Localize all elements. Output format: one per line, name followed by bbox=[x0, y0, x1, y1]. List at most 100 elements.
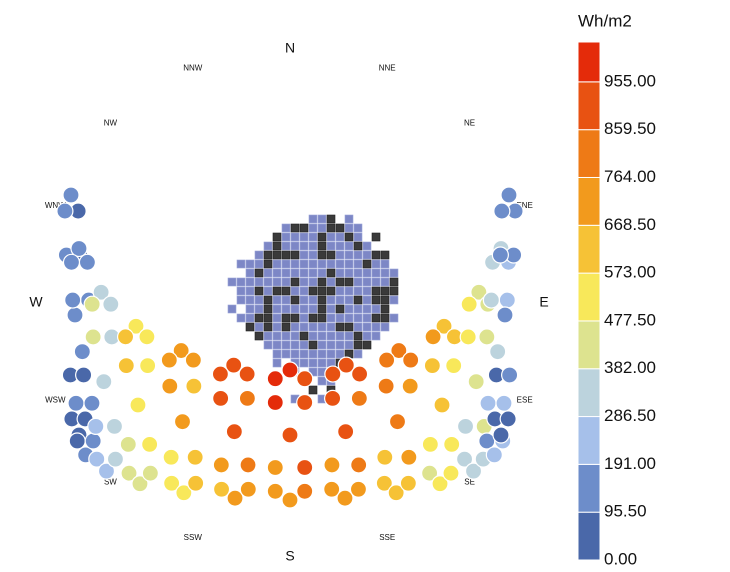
sun-point bbox=[68, 432, 86, 450]
cloud-cell bbox=[299, 295, 309, 305]
cloud-cell bbox=[299, 223, 309, 233]
legend-band bbox=[577, 81, 601, 131]
cloud-cell bbox=[263, 286, 273, 296]
cloud-cell bbox=[254, 295, 264, 305]
sun-point bbox=[501, 366, 519, 384]
cloud-cell bbox=[272, 331, 282, 341]
cloud-cell bbox=[308, 277, 318, 287]
sun-point bbox=[87, 417, 105, 435]
sun-point bbox=[185, 377, 203, 395]
sun-point bbox=[62, 253, 81, 271]
cloud-cell bbox=[236, 259, 246, 269]
cloud-cell bbox=[308, 268, 318, 278]
cloud-cell bbox=[299, 349, 309, 359]
sun-point bbox=[102, 295, 120, 313]
cloud-cell bbox=[353, 286, 363, 296]
sun-point bbox=[95, 373, 113, 391]
cloud-cell bbox=[254, 322, 264, 332]
cloud-cell bbox=[362, 322, 372, 332]
cloud-cell bbox=[263, 295, 273, 305]
cloud-cell bbox=[308, 232, 318, 242]
sun-point bbox=[162, 448, 180, 466]
sun-point bbox=[238, 389, 256, 408]
cloud-cell bbox=[263, 322, 273, 332]
legend-tick-label: 191.00 bbox=[604, 454, 656, 473]
sun-point bbox=[129, 396, 147, 414]
cloud-cell bbox=[317, 277, 327, 287]
sun-point bbox=[433, 396, 451, 414]
sun-point bbox=[467, 373, 485, 391]
cloud-cell bbox=[281, 331, 291, 341]
sun-point bbox=[423, 357, 441, 375]
cloud-cell bbox=[263, 331, 273, 341]
cloud-cell bbox=[272, 286, 282, 296]
compass-label: S bbox=[285, 548, 294, 564]
cloud-cell bbox=[344, 277, 354, 287]
cloud-cell bbox=[272, 349, 282, 359]
compass-label: ESE bbox=[517, 395, 533, 404]
legend-tick-label: 955.00 bbox=[604, 71, 656, 90]
sun-point bbox=[470, 283, 488, 301]
sun-point bbox=[375, 474, 393, 492]
sun-point bbox=[120, 464, 138, 482]
sun-point bbox=[378, 351, 396, 369]
legend-band bbox=[577, 176, 601, 226]
cloud-cell bbox=[245, 304, 255, 314]
cloud-cell bbox=[353, 277, 363, 287]
cloud-cell bbox=[335, 241, 345, 251]
cloud-cell bbox=[380, 259, 390, 269]
sun-point bbox=[492, 426, 510, 444]
cloud-cell bbox=[317, 286, 327, 296]
cloud-cell bbox=[263, 304, 273, 314]
sun-point bbox=[83, 295, 101, 313]
cloud-cell bbox=[389, 268, 399, 278]
cloud-cell bbox=[362, 286, 372, 296]
cloud-cell bbox=[254, 331, 264, 341]
sun-point bbox=[186, 448, 204, 466]
cloud-cell bbox=[299, 313, 309, 323]
sun-point bbox=[116, 328, 135, 346]
cloud-cell bbox=[335, 259, 345, 269]
cloud-cell bbox=[362, 268, 372, 278]
cloud-cell bbox=[299, 304, 309, 314]
sun-point bbox=[482, 291, 500, 309]
cloud-cell bbox=[281, 223, 291, 233]
cloud-cell bbox=[299, 277, 309, 287]
cloud-cell bbox=[371, 268, 381, 278]
compass-label: WNW bbox=[45, 201, 66, 210]
sun-point bbox=[64, 291, 82, 309]
sun-point bbox=[350, 456, 368, 474]
cloud-cell bbox=[290, 241, 300, 251]
sun-point bbox=[489, 343, 507, 361]
cloud-cell bbox=[380, 304, 390, 314]
cloud-cell bbox=[308, 259, 318, 269]
sun-point bbox=[187, 474, 205, 492]
sun-point bbox=[445, 357, 463, 375]
sun-point bbox=[485, 446, 503, 464]
cloud-cell bbox=[335, 349, 345, 359]
cloud-cell bbox=[326, 295, 336, 305]
sun-point bbox=[161, 377, 179, 395]
compass-label: NW bbox=[104, 119, 118, 128]
compass-label: NNW bbox=[183, 63, 203, 72]
cloud-cell bbox=[299, 331, 309, 341]
cloud-cell bbox=[317, 313, 327, 323]
sun-point bbox=[296, 393, 314, 412]
sun-point bbox=[226, 489, 244, 507]
cloud-cell bbox=[344, 331, 354, 341]
cloud-cell bbox=[326, 349, 336, 359]
sun-point bbox=[350, 365, 369, 383]
sun-point bbox=[73, 343, 91, 361]
cloud-cell bbox=[344, 259, 354, 269]
sun-point bbox=[500, 186, 518, 204]
sun-point bbox=[127, 317, 145, 335]
sun-point bbox=[281, 491, 299, 509]
cloud-cell bbox=[344, 286, 354, 296]
sun-point bbox=[266, 458, 284, 477]
cloud-cell bbox=[344, 304, 354, 314]
cloud-cell bbox=[389, 313, 399, 323]
cloud-cell bbox=[281, 340, 291, 350]
cloud-cell bbox=[290, 340, 300, 350]
cloud-cell bbox=[236, 295, 246, 305]
